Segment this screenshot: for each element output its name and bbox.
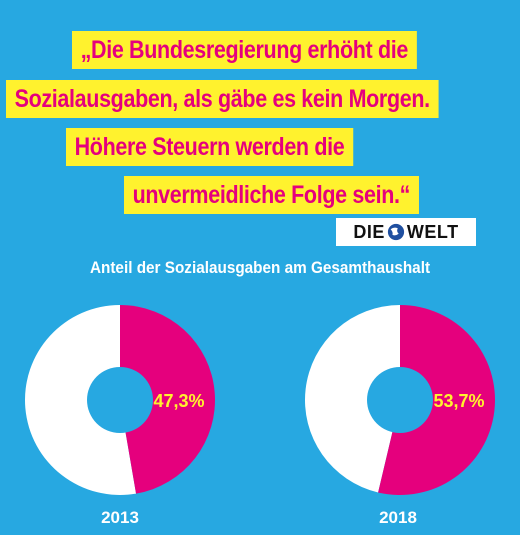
chart-label-2013: 2013 bbox=[101, 508, 139, 527]
chart-label-2018: 2018 bbox=[379, 508, 417, 527]
quote-line-4: unvermeidliche Folge sein.“ bbox=[124, 176, 419, 214]
donut-hole-2013 bbox=[87, 367, 153, 433]
slice-rest-2018 bbox=[304, 305, 400, 493]
logo-text-right: WELT bbox=[406, 221, 459, 242]
donut-chart-2018: 53,7% bbox=[304, 305, 495, 495]
chart-title: Anteil der Sozialausgaben am Gesamthaush… bbox=[89, 258, 431, 277]
quote-line-3: Höhere Steuern werden die bbox=[66, 128, 353, 166]
slice-rest-2013 bbox=[25, 305, 137, 495]
globe-icon bbox=[387, 223, 405, 241]
quote-line-1: „Die Bundesregierung erhöht die bbox=[72, 31, 417, 69]
data-label-2013: 47,3% bbox=[153, 391, 204, 411]
donut-hole-2018 bbox=[367, 367, 433, 433]
slice-sozialausgaben-2018 bbox=[378, 305, 495, 495]
data-label-2018: 53,7% bbox=[433, 391, 484, 411]
logo-text-left: DIE bbox=[353, 221, 385, 242]
quote-line-2: Sozialausgaben, als gäbe es kein Morgen. bbox=[6, 80, 439, 118]
slice-sozialausgaben-2013 bbox=[120, 305, 216, 494]
donut-chart-2013: 47,3% bbox=[25, 305, 216, 495]
die-welt-logo: DIE WELT bbox=[336, 218, 476, 246]
